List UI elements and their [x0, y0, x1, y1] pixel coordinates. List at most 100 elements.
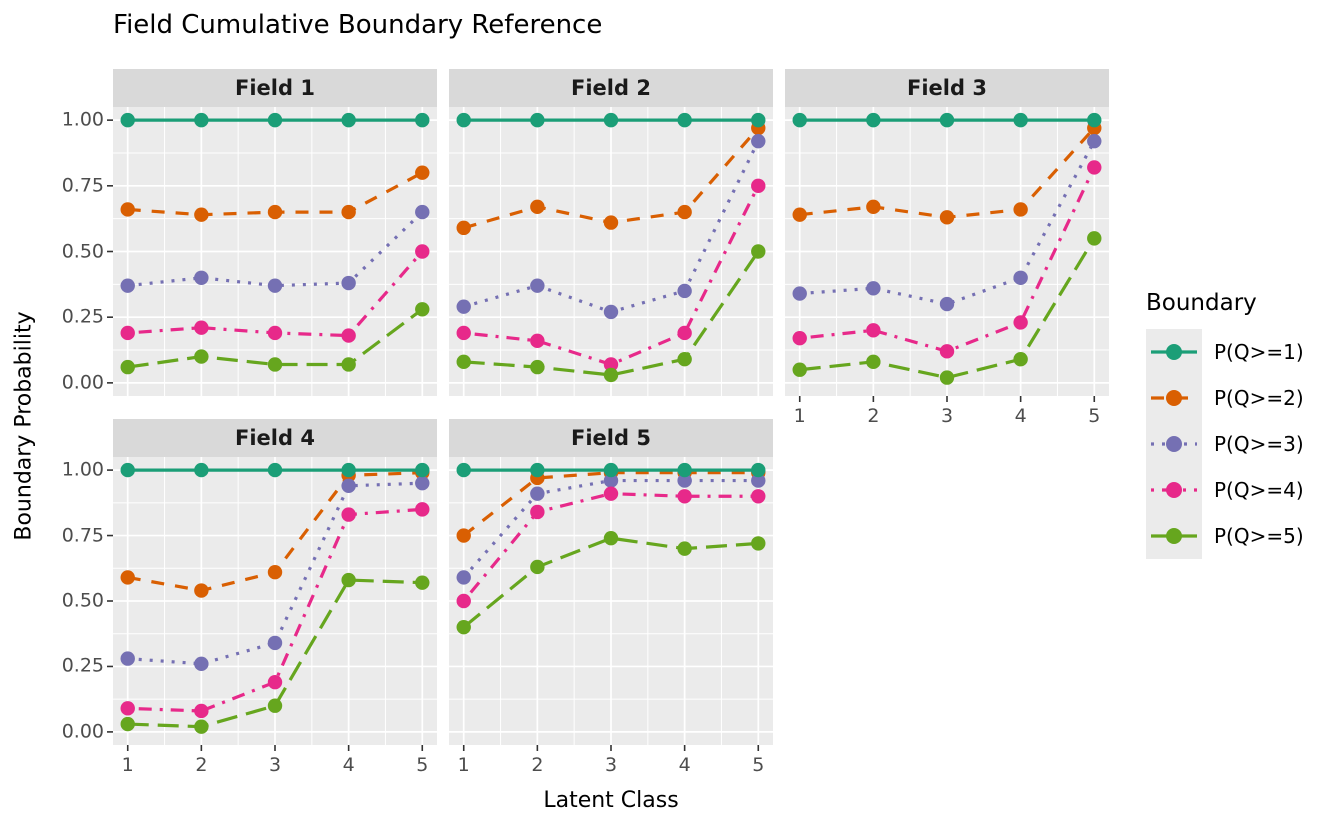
data-point-P(Q>=2) — [530, 199, 545, 215]
legend-title: Boundary — [1146, 290, 1257, 316]
x-tick-label: 1 — [121, 754, 134, 776]
legend-point-sample — [1166, 482, 1182, 498]
data-point-P(Q>=3) — [939, 296, 955, 312]
data-point-P(Q>=5) — [194, 719, 209, 734]
x-tick-label: 3 — [940, 405, 954, 427]
x-tick-label: 4 — [1014, 405, 1027, 427]
data-point-P(Q>=1) — [194, 112, 209, 128]
data-point-P(Q>=5) — [603, 367, 619, 383]
data-point-P(Q>=4) — [677, 325, 692, 341]
legend-entry-P(Q>=2): P(Q>=2) — [1146, 375, 1304, 421]
x-tick-label: 3 — [604, 754, 618, 776]
data-point-P(Q>=3) — [415, 475, 430, 491]
data-point-P(Q>=4) — [194, 320, 209, 335]
data-point-P(Q>=3) — [751, 133, 766, 149]
data-point-P(Q>=5) — [1087, 231, 1102, 246]
data-point-P(Q>=3) — [456, 299, 471, 314]
series-line-P(Q>=4) — [462, 492, 759, 603]
data-point-P(Q>=2) — [194, 583, 209, 598]
x-tick-label: 2 — [195, 754, 208, 776]
facet-strip-label: Field 1 — [235, 76, 315, 100]
data-point-P(Q>=1) — [603, 462, 619, 478]
y-axis-title: Boundary Probability — [11, 311, 37, 541]
x-tick-label: 5 — [416, 754, 429, 776]
x-tick-label: 4 — [342, 754, 355, 776]
data-point-P(Q>=5) — [677, 352, 692, 367]
data-point-P(Q>=4) — [456, 325, 471, 341]
data-point-P(Q>=4) — [530, 333, 545, 349]
legend-key-swatch — [1146, 375, 1202, 421]
data-point-P(Q>=5) — [267, 698, 283, 713]
data-point-P(Q>=1) — [120, 462, 135, 478]
data-point-P(Q>=2) — [456, 528, 471, 543]
data-point-P(Q>=2) — [267, 565, 283, 580]
data-point-P(Q>=4) — [456, 593, 471, 609]
y-tick-label: 0.00 — [61, 720, 104, 743]
data-point-P(Q>=4) — [341, 328, 356, 343]
facet-strip-2: Field 2 — [449, 69, 773, 107]
series-line-P(Q>=5) — [463, 250, 760, 377]
data-point-P(Q>=3) — [677, 473, 692, 488]
data-point-P(Q>=5) — [792, 362, 807, 377]
legend-entry-label: P(Q>=3) — [1214, 432, 1304, 456]
data-point-P(Q>=5) — [939, 370, 955, 385]
series-line-P(Q>=3) — [127, 210, 424, 288]
data-point-P(Q>=3) — [194, 270, 209, 285]
y-tick-label: 0.00 — [61, 371, 104, 394]
data-point-P(Q>=4) — [792, 331, 807, 346]
legend-entry-P(Q>=1): P(Q>=1) — [1146, 329, 1304, 375]
data-point-P(Q>=3) — [677, 283, 692, 299]
legend-entry-label: P(Q>=5) — [1214, 524, 1304, 548]
data-point-P(Q>=2) — [120, 202, 135, 217]
data-point-P(Q>=3) — [866, 281, 881, 296]
data-point-P(Q>=4) — [677, 489, 692, 504]
data-point-P(Q>=2) — [341, 204, 356, 220]
data-point-P(Q>=3) — [1087, 133, 1102, 149]
data-point-P(Q>=4) — [603, 486, 619, 501]
facet-strip-label: Field 4 — [235, 426, 315, 450]
data-point-P(Q>=1) — [120, 112, 135, 128]
data-point-P(Q>=4) — [267, 325, 283, 341]
data-point-P(Q>=1) — [415, 462, 430, 478]
data-point-P(Q>=1) — [415, 112, 430, 128]
data-point-P(Q>=4) — [120, 701, 135, 716]
x-tick-label: 1 — [457, 754, 470, 776]
data-point-P(Q>=1) — [677, 112, 692, 128]
legend-key-swatch — [1146, 329, 1202, 375]
data-point-P(Q>=5) — [415, 575, 430, 590]
legend-point-sample — [1166, 390, 1182, 406]
legend-entry-label: P(Q>=2) — [1214, 386, 1304, 410]
data-point-P(Q>=5) — [415, 302, 430, 317]
data-point-P(Q>=2) — [603, 215, 619, 230]
data-point-P(Q>=3) — [267, 278, 283, 293]
legend-entry-P(Q>=3): P(Q>=3) — [1146, 421, 1304, 467]
x-tick-label: 3 — [268, 754, 282, 776]
data-point-P(Q>=4) — [751, 489, 766, 504]
legend-key-swatch — [1146, 421, 1202, 467]
data-point-P(Q>=3) — [1013, 270, 1028, 285]
data-point-P(Q>=5) — [341, 357, 356, 372]
data-point-P(Q>=1) — [751, 462, 766, 478]
data-point-P(Q>=3) — [603, 304, 619, 320]
data-point-P(Q>=5) — [267, 357, 283, 372]
data-point-P(Q>=5) — [530, 359, 545, 375]
data-point-P(Q>=5) — [866, 354, 881, 370]
data-point-P(Q>=1) — [267, 112, 283, 128]
data-point-P(Q>=5) — [341, 572, 356, 588]
data-point-P(Q>=4) — [341, 507, 356, 522]
data-point-P(Q>=3) — [530, 278, 545, 293]
x-tick-label: 5 — [1088, 405, 1101, 427]
y-tick-label: 0.25 — [61, 654, 104, 677]
data-point-P(Q>=5) — [456, 354, 471, 370]
x-tick-label: 2 — [531, 754, 544, 776]
chart-title: Field Cumulative Boundary Reference — [113, 10, 603, 40]
data-point-P(Q>=1) — [1013, 112, 1028, 128]
series-line-P(Q>=5) — [127, 308, 424, 369]
data-point-P(Q>=4) — [751, 178, 766, 194]
data-point-P(Q>=2) — [792, 207, 807, 222]
data-point-P(Q>=1) — [194, 462, 209, 478]
data-point-P(Q>=5) — [456, 619, 471, 635]
x-tick-label: 1 — [793, 405, 806, 427]
data-point-P(Q>=1) — [677, 462, 692, 478]
